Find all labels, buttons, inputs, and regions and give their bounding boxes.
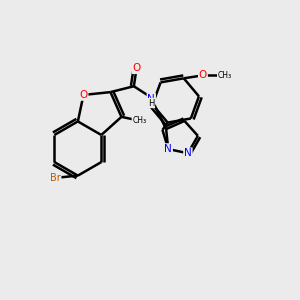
Text: N: N: [147, 94, 155, 104]
Text: O: O: [132, 63, 141, 73]
Text: CH₃: CH₃: [132, 116, 146, 125]
Text: H: H: [148, 98, 154, 107]
Text: O: O: [80, 90, 88, 100]
Text: Br: Br: [50, 173, 61, 183]
Text: N: N: [164, 144, 172, 154]
Text: N: N: [184, 148, 192, 158]
Text: O: O: [199, 70, 207, 80]
Text: CH₃: CH₃: [218, 71, 232, 80]
